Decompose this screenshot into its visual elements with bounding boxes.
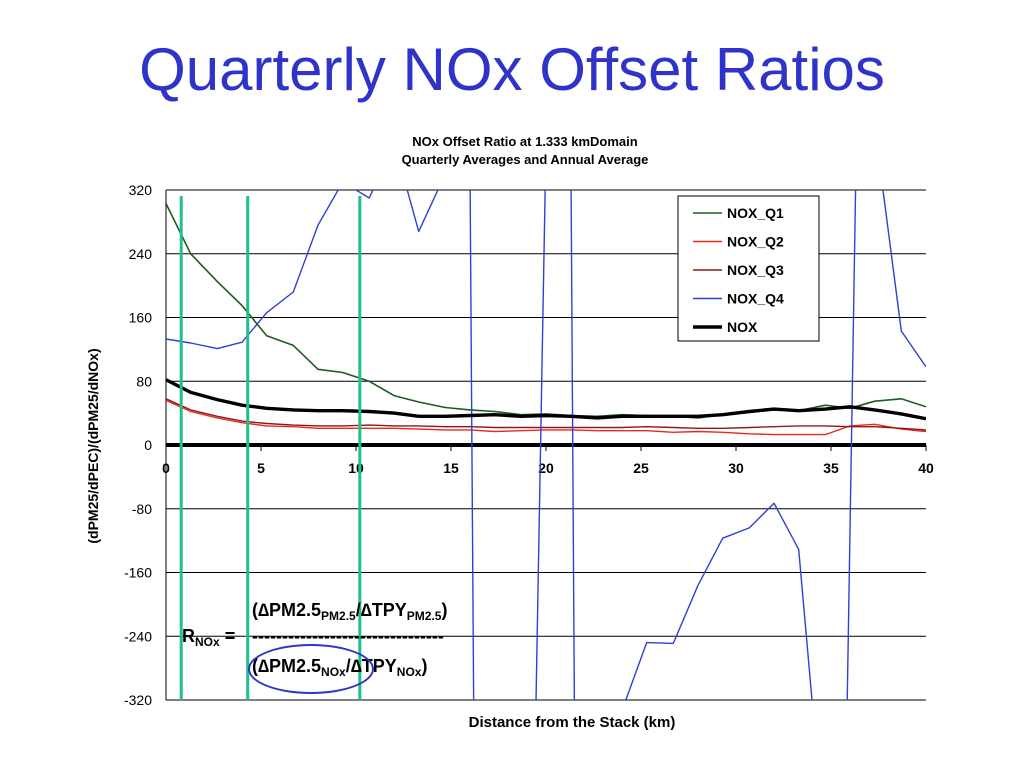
formula-den-sub-tpy: NOx: [396, 665, 422, 679]
formula-numerator: (∆PM2.5PM2.5/∆TPYPM2.5): [252, 600, 447, 623]
x-tick-label: 5: [257, 460, 265, 476]
formula-num-close: ): [441, 600, 448, 620]
chart-subtitle: Quarterly Averages and Annual Average: [402, 152, 649, 167]
x-tick-label: 20: [538, 460, 554, 476]
formula-num-open: (: [252, 600, 258, 620]
y-tick-label: -160: [124, 565, 152, 581]
formula-num-delta-tpy: ∆TPY: [360, 600, 407, 620]
chart-title: NOx Offset Ratio at 1.333 kmDomain: [412, 134, 637, 149]
formula-num-sub-tpy: PM2.5: [406, 609, 442, 623]
formula-num-slash: /: [355, 600, 361, 620]
y-tick-label: 320: [129, 182, 153, 198]
formula-r: R: [182, 626, 195, 646]
y-tick-label: 240: [129, 246, 153, 262]
legend-label-nox_q1: NOX_Q1: [727, 205, 784, 221]
y-tick-label: -240: [124, 628, 152, 644]
x-tick-label: 30: [728, 460, 744, 476]
y-tick-label: 160: [129, 310, 153, 326]
formula-lhs: RNOx =: [182, 626, 235, 649]
y-tick-label: 80: [136, 373, 152, 389]
vertical-marker-lines: [179, 196, 362, 700]
formula-equals: =: [219, 626, 236, 646]
slide-title: Quarterly NOx Offset Ratios: [139, 36, 885, 103]
legend-label-nox_q2: NOX_Q2: [727, 234, 784, 250]
series-lines: [166, 190, 926, 700]
legend-box: [677, 195, 820, 342]
axes: 320 240 160 80 0 -80 -160 -240 -320 0 5 10 15 20 25 30 3…: [124, 182, 934, 708]
formula-den-close: ): [421, 656, 428, 676]
series-line-nox_q4: [166, 190, 926, 700]
legend-label-nox: NOX: [727, 319, 758, 335]
grid-lines: [166, 189, 926, 701]
formula-num-delta-pm: ∆PM2.5: [258, 600, 322, 620]
series-line-nox_q3: [166, 398, 926, 431]
y-tick-label: -320: [124, 692, 152, 708]
x-tick-label: 35: [823, 460, 839, 476]
highlight-ellipse: [248, 644, 374, 694]
x-axis-label: Distance from the Stack (km): [469, 714, 676, 731]
x-tick-label: 40: [918, 460, 934, 476]
y-tick-label: -80: [132, 501, 152, 517]
x-tick-label: 10: [348, 460, 364, 476]
x-tick-label: 0: [162, 460, 170, 476]
formula-num-sub-pm: PM2.5: [321, 609, 356, 623]
y-axis-label: (dPM25/dPEC)/(dPM25/dNOx): [85, 348, 101, 543]
chart-legend: NOX_Q1 NOX_Q2 NOX_Q3 NOX_Q4 NOX: [677, 195, 820, 342]
series-line-nox_q2: [166, 399, 926, 436]
formula-fraction-bar: --------------------------------: [252, 626, 444, 646]
formula-r-sub: NOx: [195, 635, 220, 649]
series-line-nox: [166, 378, 926, 421]
legend-label-nox_q3: NOX_Q3: [727, 262, 784, 278]
legend-label-nox_q4: NOX_Q4: [727, 291, 784, 307]
x-tick-label: 15: [443, 460, 459, 476]
y-tick-label: 0: [144, 437, 152, 453]
x-tick-label: 25: [633, 460, 649, 476]
